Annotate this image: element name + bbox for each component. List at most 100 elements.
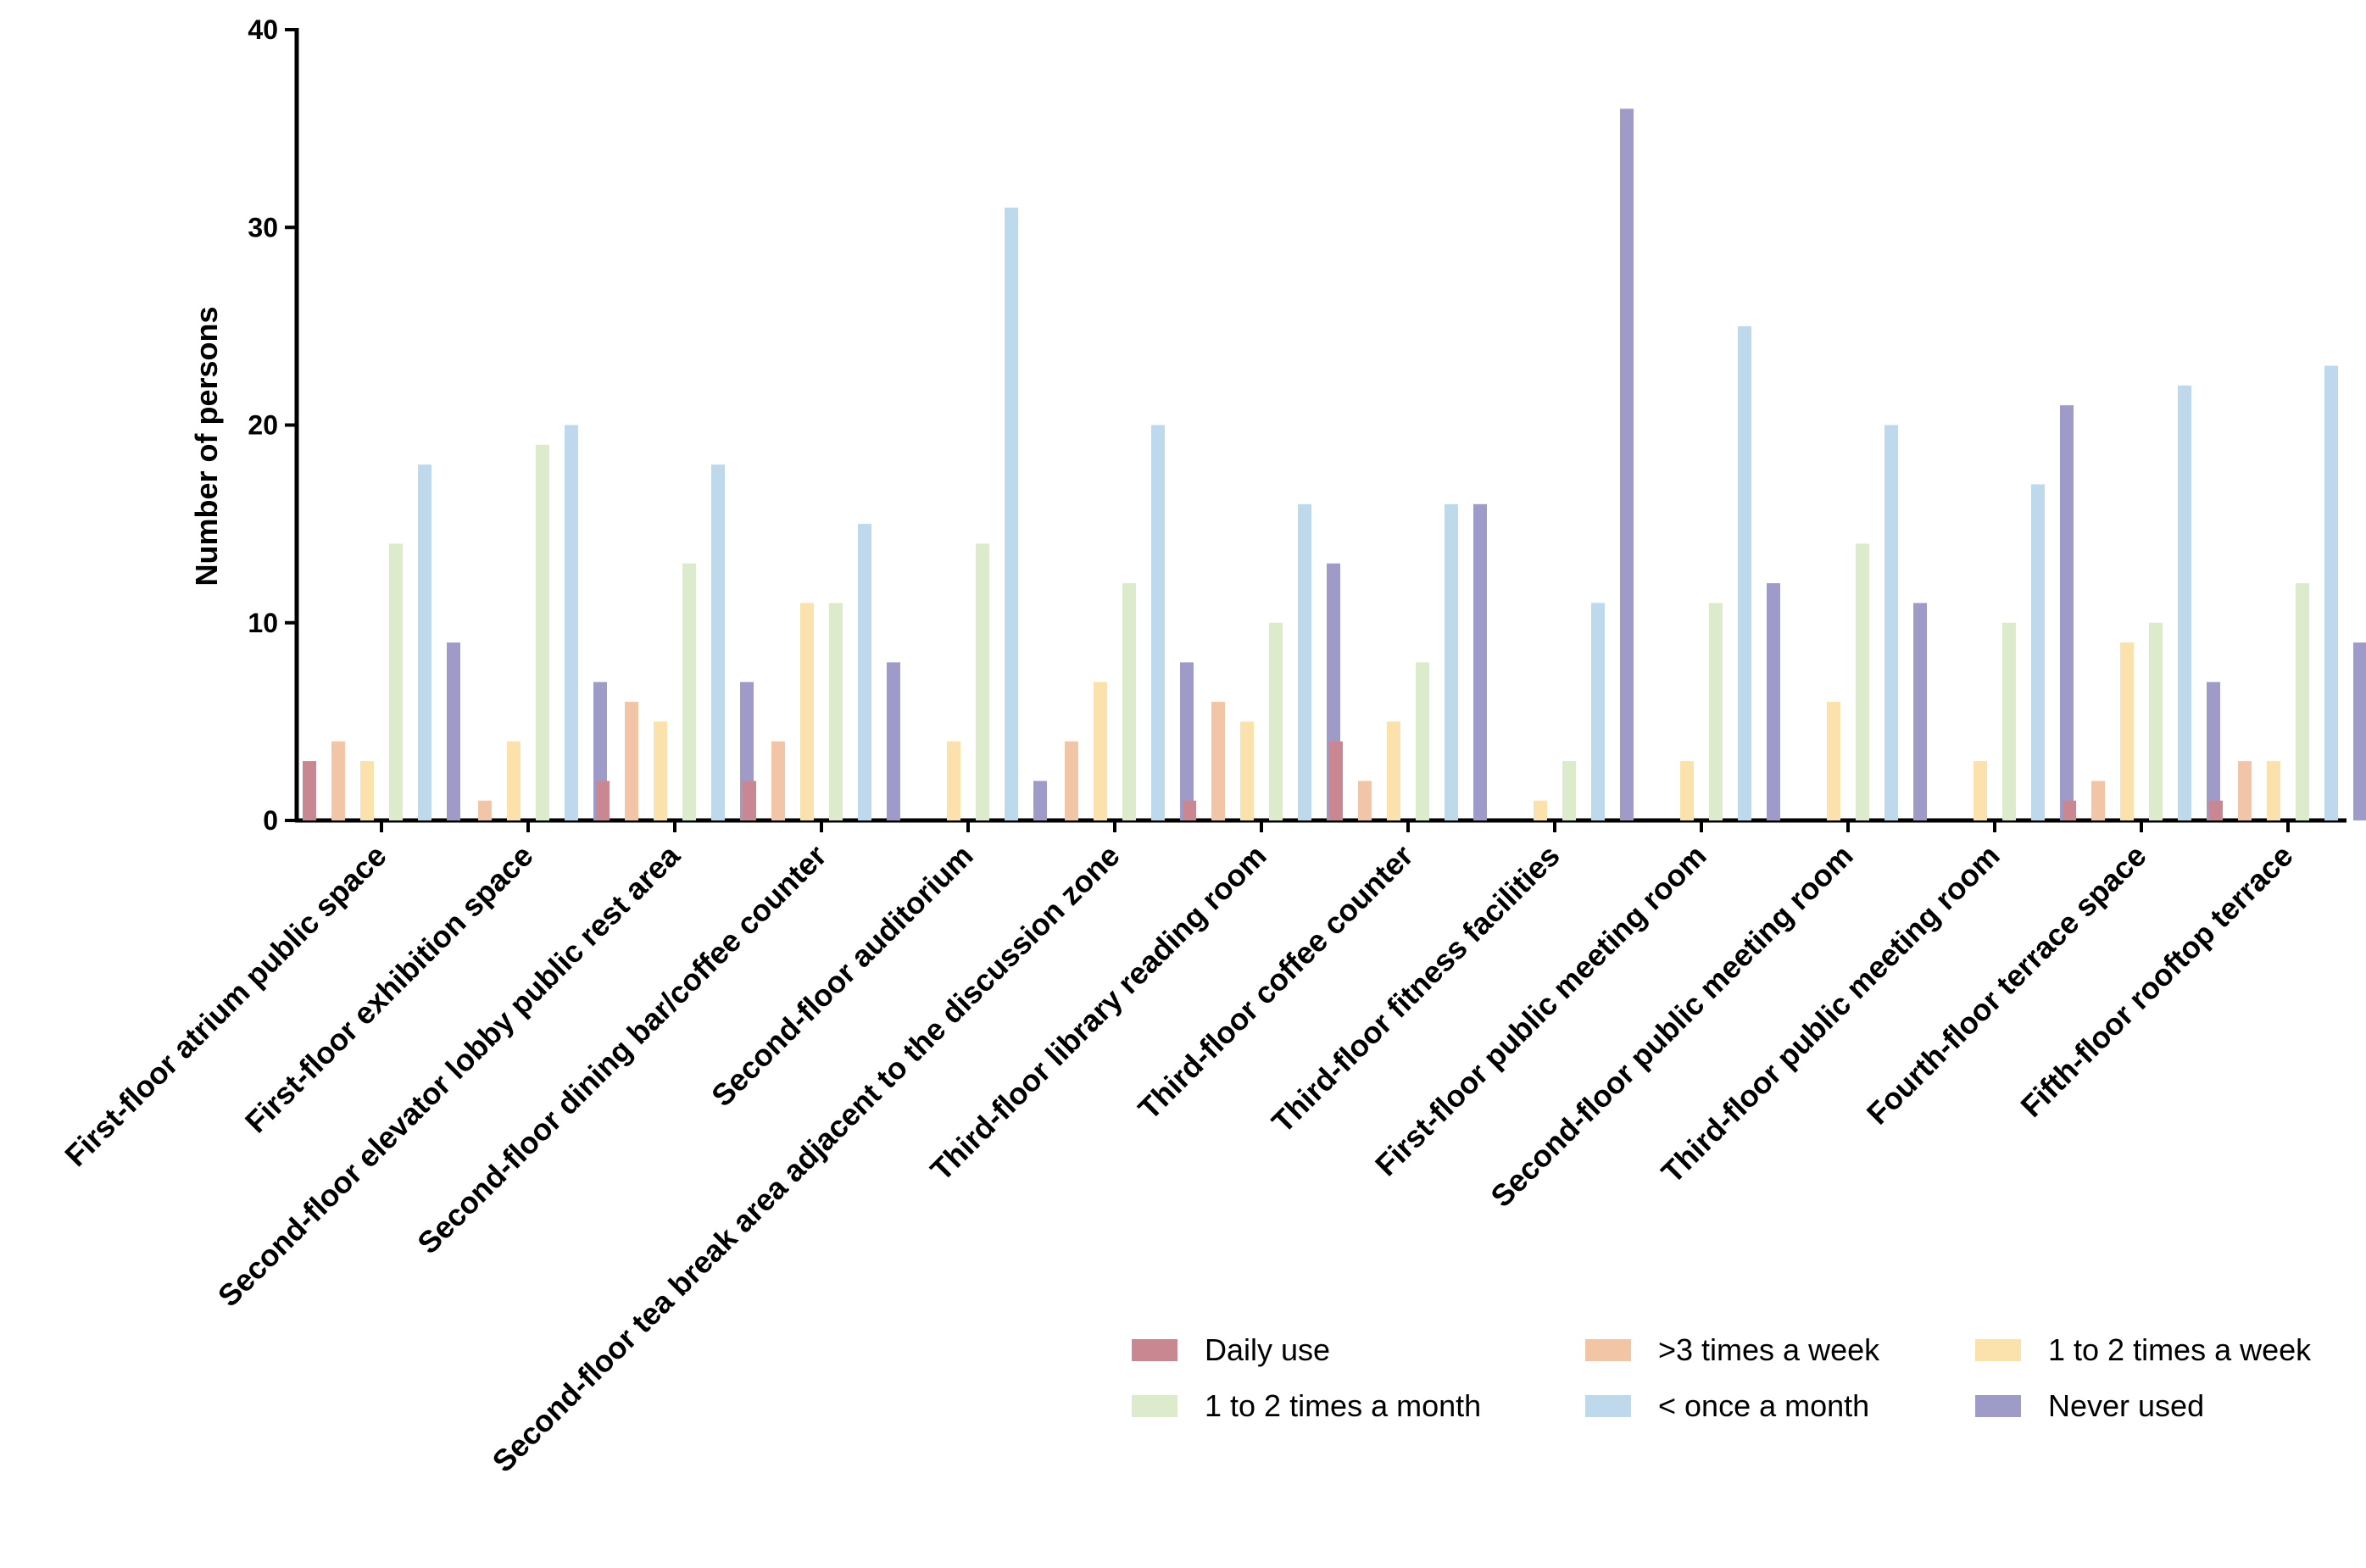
bar	[1387, 721, 1400, 820]
legend-label: Never used	[2048, 1388, 2204, 1423]
category-labels: First-floor atrium public spaceFirst-flo…	[58, 837, 2299, 1479]
bar	[1620, 108, 1634, 821]
bar	[1767, 583, 1780, 820]
bar	[565, 425, 578, 820]
x-tick-label: Fourth-floor terrace space	[1860, 838, 2153, 1132]
bar	[2207, 681, 2220, 820]
bar	[625, 702, 638, 820]
y-axis-title: Number of persons	[189, 306, 224, 586]
bar	[1473, 503, 1487, 820]
bar	[1033, 781, 1047, 820]
bar	[2209, 800, 2223, 820]
bar	[2238, 761, 2252, 820]
bar	[360, 761, 374, 820]
bar	[596, 781, 610, 820]
bar	[1065, 741, 1078, 820]
legend-label: < once a month	[1658, 1388, 1869, 1423]
bar	[1884, 425, 1898, 820]
bar	[2002, 622, 2016, 820]
legend-swatch	[1585, 1395, 1631, 1417]
bar	[2031, 484, 2045, 820]
legend-swatch	[1975, 1395, 2021, 1417]
legend: Daily use >3 times a week 1 to 2 times a w…	[1132, 1332, 2312, 1423]
bar	[1534, 800, 1547, 820]
bar	[1151, 425, 1165, 820]
legend-label: 1 to 2 times a week	[2048, 1332, 2312, 1367]
bar	[1738, 325, 1751, 820]
bar	[2296, 583, 2309, 820]
bar	[1709, 603, 1723, 820]
bar	[1211, 702, 1225, 820]
bar	[2060, 405, 2074, 820]
legend-label: Daily use	[1205, 1332, 1330, 1367]
bar	[2353, 642, 2366, 820]
bar	[1329, 741, 1343, 820]
bar	[858, 524, 871, 820]
bar	[1358, 781, 1372, 820]
y-tick-label: 0	[263, 805, 278, 836]
legend-label: 1 to 2 times a month	[1205, 1388, 1481, 1423]
bar	[1680, 761, 1694, 820]
axes: 0 10 20 30 40 Number of persons	[189, 14, 2347, 836]
bar	[947, 741, 960, 820]
bar	[743, 781, 756, 820]
x-tick-label: First-floor exhibition space	[238, 838, 540, 1140]
bar	[2091, 781, 2105, 820]
bar	[711, 464, 725, 820]
bar	[2149, 622, 2163, 820]
x-tick-label: First-floor public meeting room	[1368, 838, 1713, 1183]
bars	[303, 108, 2366, 821]
bar	[887, 662, 900, 820]
bar	[1269, 622, 1283, 820]
x-tick-label: First-floor atrium public space	[58, 838, 392, 1173]
bar	[1974, 761, 1987, 820]
bar	[800, 603, 814, 820]
bar	[1416, 662, 1429, 820]
bar	[1240, 721, 1254, 820]
y-tick-label: 20	[248, 410, 278, 441]
bar	[2120, 642, 2134, 820]
y-tick-label: 10	[248, 608, 278, 638]
x-tick-label: Fifth-floor rooftop terrace	[2013, 838, 2299, 1124]
legend-swatch	[1975, 1339, 2021, 1361]
bar	[1856, 543, 1869, 820]
bar	[654, 721, 667, 820]
bar	[1180, 662, 1194, 820]
bar	[682, 563, 696, 820]
x-tick-label: Third-floor fitness facilities	[1265, 838, 1567, 1140]
bar	[418, 464, 431, 820]
bar	[478, 800, 492, 820]
bar	[1183, 800, 1196, 820]
bar	[389, 543, 403, 820]
legend-label: >3 times a week	[1658, 1332, 1880, 1367]
legend-swatch	[1585, 1339, 1631, 1361]
y-tick-label: 40	[248, 14, 278, 45]
legend-swatch	[1132, 1395, 1177, 1417]
bar	[771, 741, 785, 820]
bar	[1445, 503, 1458, 820]
bar	[976, 543, 989, 820]
bar	[2324, 365, 2338, 820]
bar	[1005, 207, 1018, 821]
y-tick-label: 30	[248, 212, 278, 242]
bar	[331, 741, 345, 820]
bar	[447, 642, 460, 820]
bar	[1094, 681, 1107, 820]
x-tick-label: Second-floor auditorium	[704, 838, 980, 1114]
bar	[507, 741, 521, 820]
bar	[1562, 761, 1576, 820]
x-tick-label: Third-floor coffee counter	[1132, 838, 1420, 1126]
legend-swatch	[1132, 1339, 1177, 1361]
bar	[303, 761, 316, 820]
bar	[2063, 800, 2076, 820]
bar	[2178, 385, 2191, 821]
bar	[1827, 702, 1840, 820]
bar	[1298, 503, 1311, 820]
bar	[1591, 603, 1605, 820]
bar	[2267, 761, 2280, 820]
bar	[1913, 603, 1927, 820]
bar	[1122, 583, 1136, 820]
bar	[536, 444, 549, 820]
